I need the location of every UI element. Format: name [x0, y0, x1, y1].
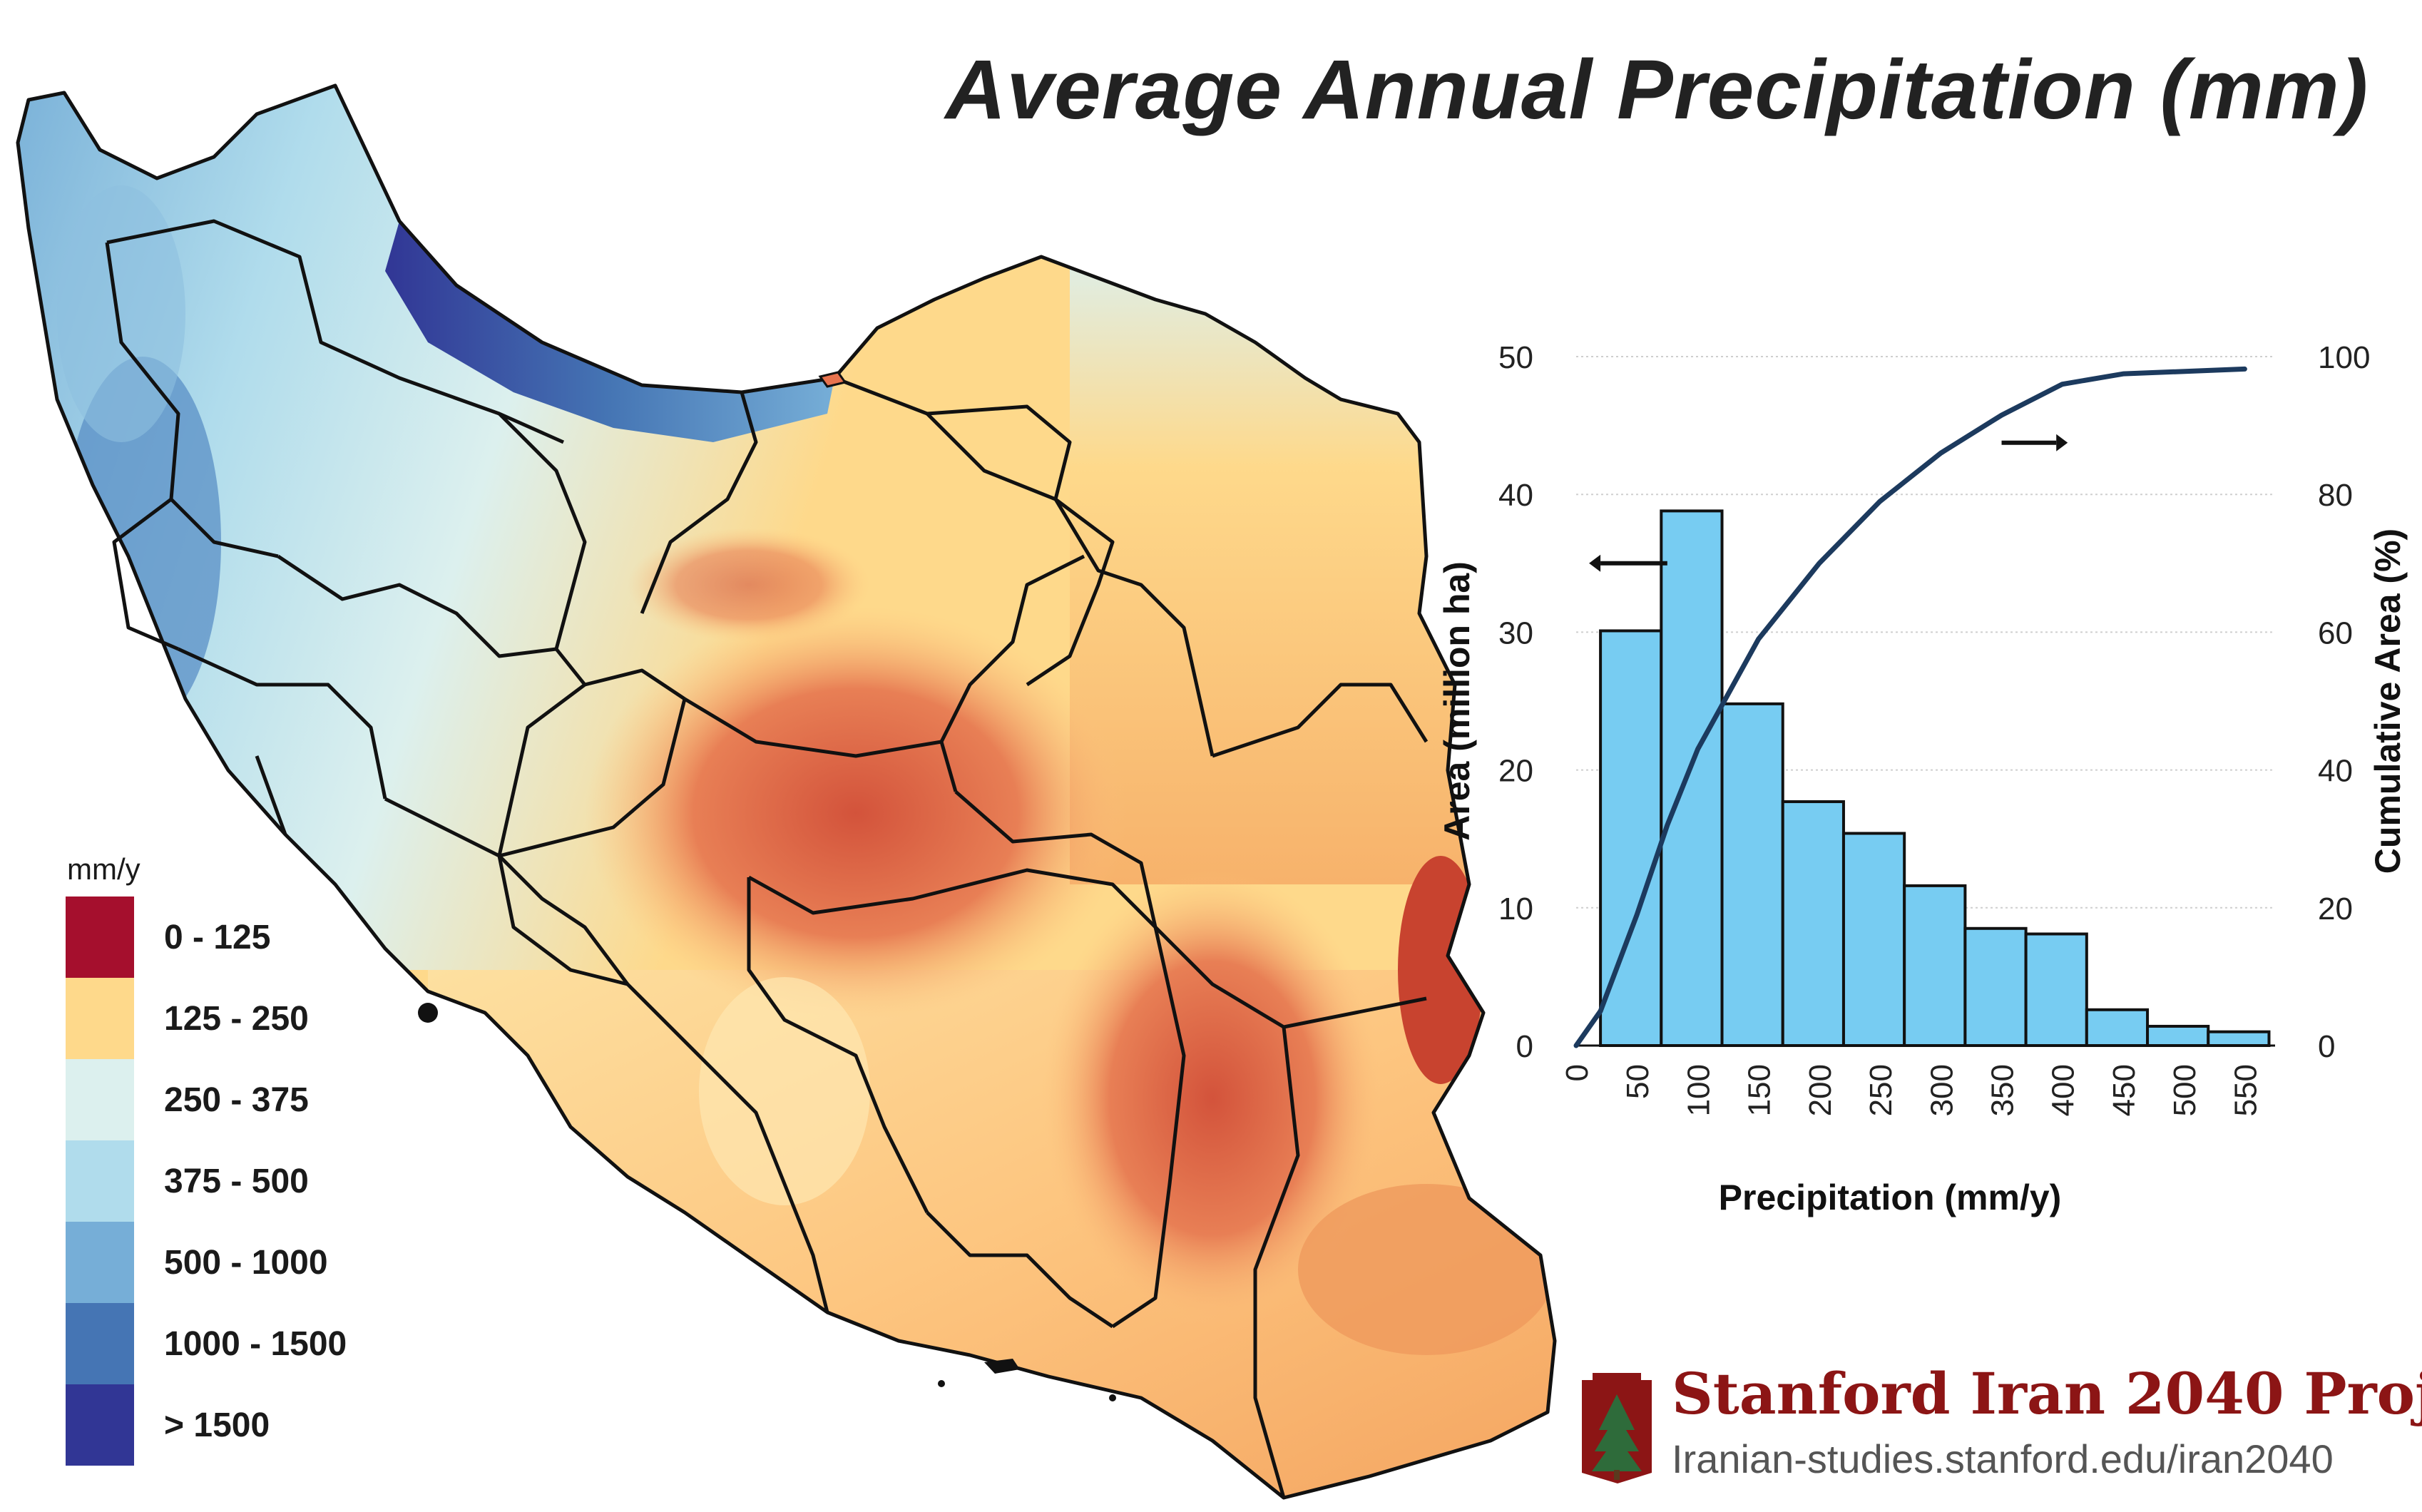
legend-swatch [66, 1059, 134, 1140]
legend-swatch [66, 1303, 134, 1384]
legend-label: > 1500 [164, 1406, 270, 1444]
x-axis-title: Precipitation (mm/y) [1719, 1178, 2062, 1217]
y-tick-label: 20 [1498, 754, 1533, 789]
y2-tick-label: 40 [2318, 754, 2353, 789]
legend-item: 125 - 250 [66, 978, 347, 1059]
histogram-bar [1903, 884, 1967, 1047]
x-tick-label: 200 [1803, 1064, 1838, 1116]
legend-swatch [66, 1140, 134, 1222]
legend-item: 0 - 125 [66, 897, 347, 978]
histogram-bar [2085, 1008, 2150, 1048]
page-title: Average Annual Precipitation (mm) [945, 43, 2369, 137]
y2-tick-label: 80 [2318, 478, 2353, 513]
cumulative-line [1573, 366, 2247, 1048]
y2-tick-label: 100 [2318, 340, 2370, 375]
y-tick-label: 50 [1498, 340, 1533, 375]
y2-axis-title: Cumulative Area (%) [2368, 528, 2408, 874]
y-tick-label: 0 [1516, 1029, 1533, 1064]
map-legend: mm/y 0 - 125 125 - 250 250 - 375 375 - 500 5… [66, 852, 347, 1466]
legend-swatch [66, 1384, 134, 1466]
histogram-bar [2024, 932, 2088, 1047]
x-tick-label: 50 [1620, 1064, 1655, 1099]
legend-label: 125 - 250 [164, 999, 309, 1038]
y-tick-label: 40 [1498, 478, 1533, 513]
right-axis-arrow-head [2056, 434, 2068, 451]
histogram-bar [2207, 1030, 2271, 1047]
x-tick-label: 550 [2228, 1064, 2263, 1116]
y-axis-title: Area (million ha) [1437, 561, 1477, 841]
x-tick-label: 300 [1924, 1064, 1959, 1116]
legend-item: 1000 - 1500 [66, 1303, 347, 1384]
x-tick-label: 500 [2167, 1064, 2202, 1116]
legend-swatch [66, 978, 134, 1059]
legend-swatch [66, 1222, 134, 1303]
y2-tick-label: 60 [2318, 615, 2353, 650]
y2-tick-label: 0 [2318, 1029, 2335, 1064]
legend-label: 0 - 125 [164, 918, 271, 956]
histogram-bar [1781, 800, 1845, 1047]
brand-url: Iranian-studies.stanford.edu/iran2040 [1672, 1436, 2334, 1481]
x-tick-label: 100 [1681, 1064, 1716, 1116]
x-tick-label: 250 [1864, 1064, 1899, 1116]
legend-item: 375 - 500 [66, 1140, 347, 1222]
histogram-bar [1963, 926, 2028, 1048]
y2-tick-label: 20 [2318, 892, 2353, 926]
histogram-bar [1841, 832, 1906, 1047]
x-tick-label: 150 [1742, 1064, 1777, 1116]
legend-unit: mm/y [67, 852, 140, 886]
x-tick-label: 400 [2046, 1064, 2081, 1116]
x-tick-label: 0 [1560, 1064, 1595, 1081]
y-tick-label: 10 [1498, 892, 1533, 926]
legend-label: 500 - 1000 [164, 1243, 328, 1282]
brand-name: Stanford Iran 2040 Project [1672, 1360, 2422, 1427]
x-tick-label: 350 [1986, 1064, 2020, 1116]
legend-swatch [66, 897, 134, 978]
precipitation-map [0, 43, 1569, 1512]
legend-item: 250 - 375 [66, 1059, 347, 1140]
legend-label: 1000 - 1500 [164, 1324, 347, 1363]
legend-item: > 1500 [66, 1384, 347, 1466]
histogram-bar [1720, 702, 1784, 1047]
x-tick-label: 450 [2107, 1064, 2142, 1116]
legend-label: 250 - 375 [164, 1081, 309, 1119]
stanford-tree-logo [1582, 1373, 1652, 1483]
y-tick-label: 30 [1498, 615, 1533, 650]
legend-label: 375 - 500 [164, 1162, 309, 1200]
histogram-bar [2146, 1024, 2210, 1048]
left-axis-arrow-head [1589, 554, 1601, 572]
histogram-bar [1660, 509, 1724, 1048]
legend-item: 500 - 1000 [66, 1222, 347, 1303]
